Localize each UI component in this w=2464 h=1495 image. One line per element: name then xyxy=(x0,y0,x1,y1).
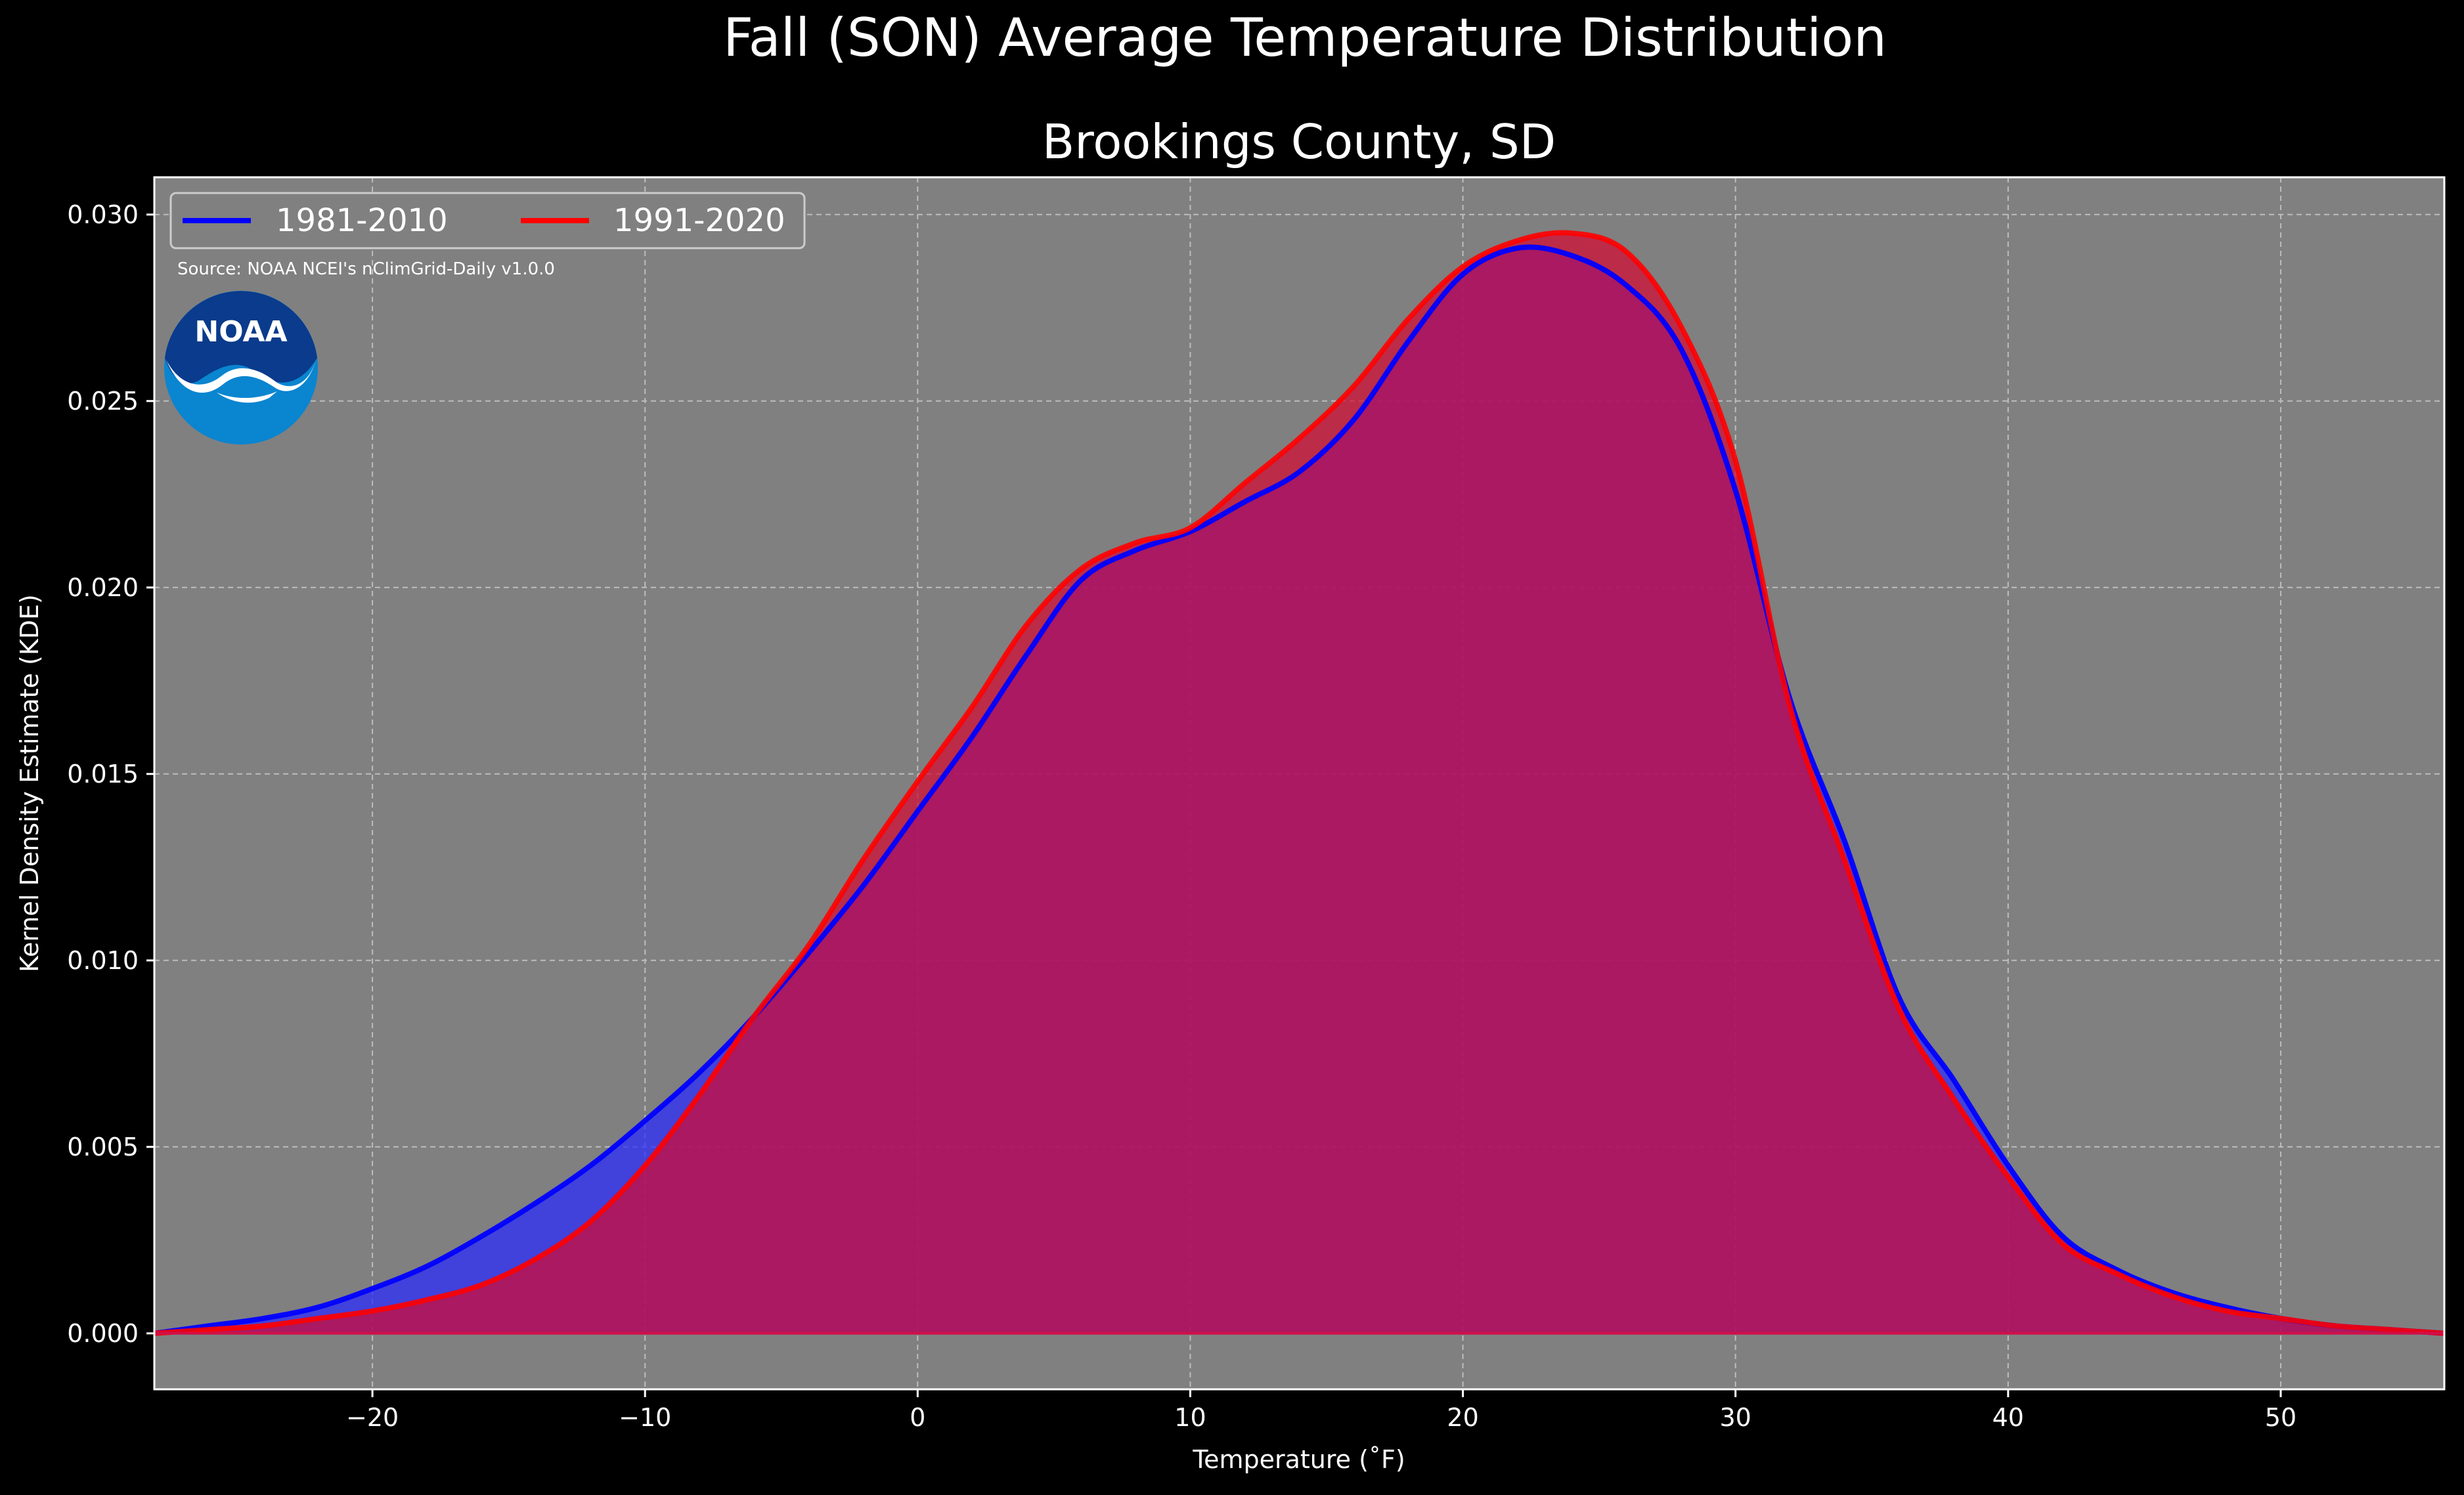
y-tick-label-0-010: 0.010 xyxy=(67,946,139,975)
chart-title: Fall (SON) Average Temperature Distribut… xyxy=(723,7,1887,68)
y-axis-label: Kernel Density Estimate (KDE) xyxy=(15,594,44,972)
plot-frame xyxy=(153,176,2446,1391)
legend-label-1981-2010: 1981-2010 xyxy=(276,202,448,239)
x-tick-label-0: 0 xyxy=(910,1403,925,1432)
x-axis-label: Temperature (˚F) xyxy=(1192,1445,1405,1474)
legend-label-1991-2020: 1991-2020 xyxy=(613,202,785,239)
y-tick-label-0-015: 0.015 xyxy=(67,760,139,789)
noaa-logo: NOAA xyxy=(164,291,318,444)
y-tick-label-0-020: 0.020 xyxy=(67,573,139,602)
chart-subtitle: Brookings County, SD xyxy=(1042,114,1556,169)
series-line-1991-2020 xyxy=(154,230,2444,1336)
noaa-logo-text: NOAA xyxy=(194,315,287,349)
y-tick-label-0-030: 0.030 xyxy=(67,200,139,229)
x-tick-label-20: 20 xyxy=(1447,1403,1478,1432)
y-tick-label-0-000: 0.000 xyxy=(67,1319,139,1348)
x-axis-ticks: −20 −10 0 10 20 30 40 50 xyxy=(346,1389,2297,1432)
y-axis-ticks: 0.000 0.005 0.010 0.015 0.020 0.025 0.030 xyxy=(67,200,154,1348)
legend: 1981-2010 1991-2020 xyxy=(169,192,806,249)
x-tick-label-30: 30 xyxy=(1720,1403,1751,1432)
x-tick-label-50: 50 xyxy=(2265,1403,2297,1432)
y-tick-label-0-005: 0.005 xyxy=(67,1133,139,1161)
legend-box xyxy=(169,192,806,249)
x-tick-label-10: −10 xyxy=(619,1403,671,1432)
x-tick-label-40: 40 xyxy=(1992,1403,2024,1432)
source-note: Source: NOAA NCEI's nClimGrid-Daily v1.0… xyxy=(177,259,555,279)
x-tick-label-10: 10 xyxy=(1174,1403,1206,1432)
y-tick-label-0-025: 0.025 xyxy=(67,387,139,416)
x-tick-label-20: −20 xyxy=(346,1403,399,1432)
density-areas xyxy=(154,230,2444,1336)
series-line-1981-2010 xyxy=(154,244,2444,1336)
